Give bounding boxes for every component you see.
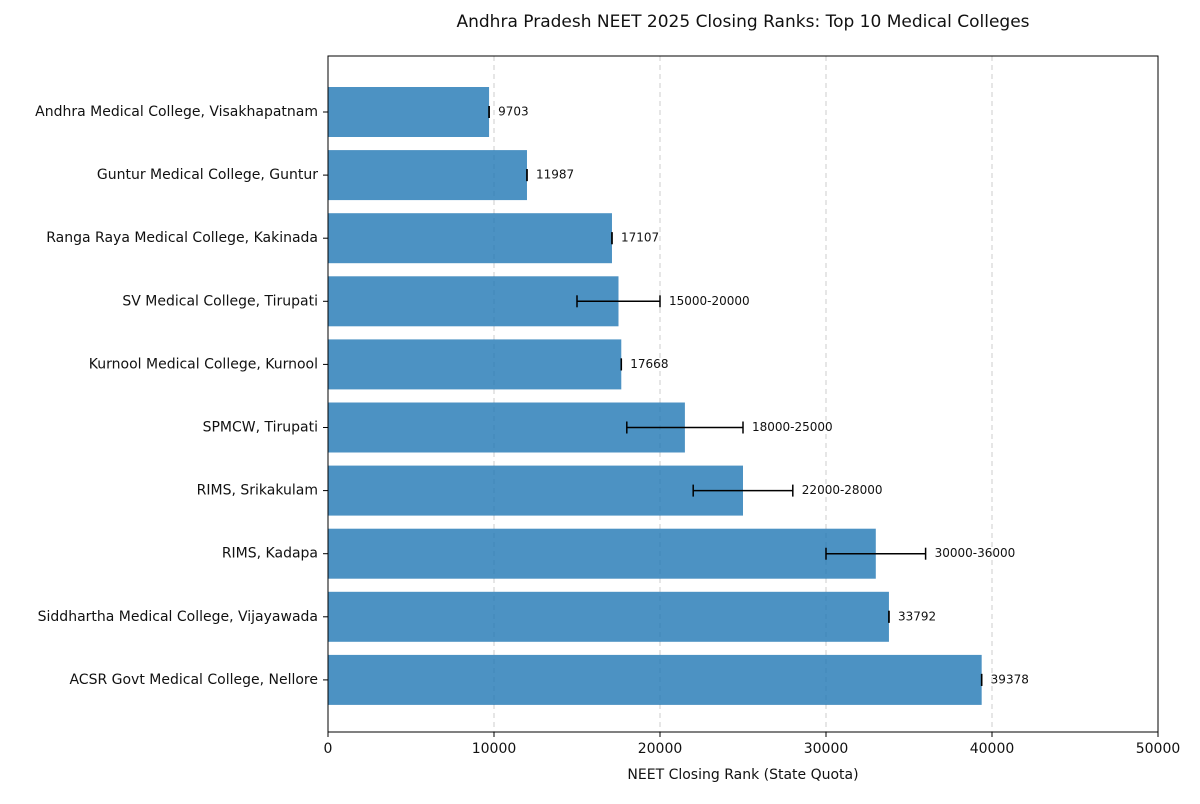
- bar: [328, 339, 622, 390]
- value-label: 22000-28000: [802, 483, 883, 497]
- y-tick-label: Ranga Raya Medical College, Kakinada: [46, 230, 318, 246]
- plot-frame: [327, 55, 1159, 733]
- bar: [328, 528, 876, 579]
- value-label: 18000-25000: [752, 420, 833, 434]
- y-tick-label: RIMS, Kadapa: [222, 546, 318, 562]
- x-tick-label: 50000: [1136, 741, 1181, 757]
- y-tick-label: Siddhartha Medical College, Vijayawada: [38, 609, 318, 625]
- x-axis-label: NEET Closing Rank (State Quota): [627, 767, 858, 783]
- value-label: 15000-20000: [669, 294, 750, 308]
- value-label: 30000-36000: [935, 546, 1016, 560]
- bar: [328, 87, 490, 137]
- bar: [328, 591, 889, 642]
- bar: [328, 150, 527, 201]
- bar: [328, 213, 612, 264]
- value-label: 17107: [621, 231, 659, 245]
- y-tick-label: Guntur Medical College, Guntur: [97, 167, 318, 183]
- x-tick-label: 40000: [970, 741, 1015, 757]
- bar: [328, 465, 743, 516]
- value-label: 9703: [498, 105, 529, 119]
- bar: [328, 654, 982, 705]
- y-tick-label: Andhra Medical College, Visakhapatnam: [35, 104, 318, 120]
- bar: [328, 402, 685, 453]
- y-tick-label: ACSR Govt Medical College, Nellore: [69, 672, 318, 688]
- value-label: 11987: [536, 168, 574, 182]
- value-label: 17668: [630, 357, 668, 371]
- x-tick-label: 30000: [804, 741, 849, 757]
- value-label: 39378: [991, 672, 1029, 686]
- value-label: 33792: [898, 609, 936, 623]
- x-tick-label: 20000: [638, 741, 683, 757]
- bar: [328, 276, 619, 327]
- chart-title: Andhra Pradesh NEET 2025 Closing Ranks: …: [456, 12, 1029, 32]
- y-tick-label: SPMCW, Tirupati: [203, 420, 318, 436]
- y-tick-label: Kurnool Medical College, Kurnool: [89, 356, 318, 372]
- y-tick-label: RIMS, Srikakulam: [197, 483, 318, 499]
- y-tick-label: SV Medical College, Tirupati: [122, 293, 318, 309]
- x-tick-label: 10000: [472, 741, 517, 757]
- x-tick-label: 0: [324, 741, 333, 757]
